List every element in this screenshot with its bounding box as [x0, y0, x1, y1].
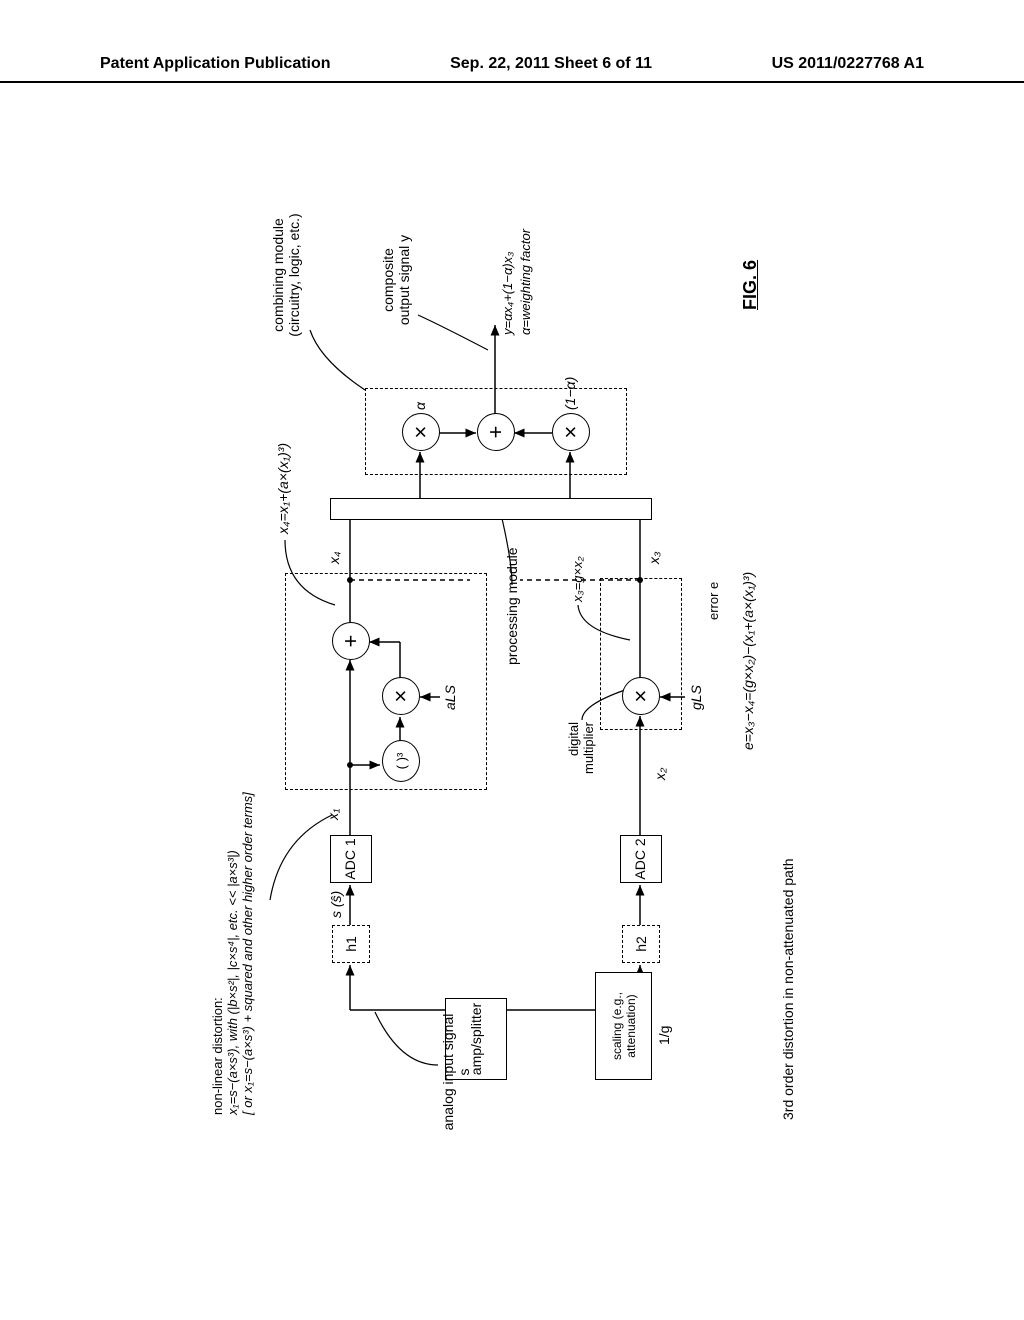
header-right: US 2011/0227768 A1 [772, 55, 924, 73]
x4-calc-area [285, 573, 487, 790]
s-hat-label: s (ŝ) [328, 891, 344, 918]
x4-eq-label: x₄=x₁+(a×(x₁)³) [275, 443, 291, 534]
alpha-multiplier [402, 413, 440, 451]
nonlinear-distortion-annotation: non-linear distortion: x₁=s−(a×s³), with… [210, 695, 255, 1115]
one-minus-alpha-label: (1−α) [562, 377, 578, 410]
y-eq-label: y=αx₄+(1−α)x₃ [500, 252, 515, 335]
y-adder [477, 413, 515, 451]
scaling-block: scaling (e.g., attenuation) [595, 972, 652, 1080]
composite-output-label: composite output signal y [380, 230, 412, 330]
x1-label: x₁ [325, 809, 341, 820]
analog-input-label: analog input signal s [440, 1012, 472, 1132]
figure-label: FIG. 6 [740, 260, 761, 310]
x3-calc-area [600, 578, 682, 730]
x3-eq-label: x₃=g×x₂ [570, 556, 585, 602]
x2-label: x₂ [652, 768, 668, 780]
one-minus-alpha-multiplier [552, 413, 590, 451]
processing-module-bar [330, 498, 652, 520]
caption-label: 3rd order distortion in non-attenuated p… [780, 858, 796, 1120]
alpha-label: α [412, 402, 428, 410]
header-center: Sep. 22, 2011 Sheet 6 of 11 [450, 55, 652, 73]
error-eq-label: e=x₃−x₄=(g×x₂)−(x₁+(a×(x₁)³) [740, 572, 756, 750]
als-label: aLS [442, 685, 458, 710]
h1-block: h1 [332, 925, 370, 963]
combining-module-label: combining module (circuitry, logic, etc.… [270, 200, 302, 350]
figure-6-diagram: amp/splitter scaling (e.g., attenuation)… [140, 480, 1024, 1160]
digital-multiplier-label: digital multiplier [566, 722, 596, 792]
error-label: error e [706, 582, 721, 620]
adc1-block: ADC 1 [330, 835, 372, 883]
h2-block: h2 [622, 925, 660, 963]
alpha-def-label: α=weighting factor [518, 229, 533, 335]
x3-label: x₃ [646, 551, 662, 564]
x4-label: x₄ [326, 551, 342, 564]
processing-module-label: processing module [504, 547, 520, 665]
header-left: Patent Application Publication [100, 55, 331, 73]
adc2-block: ADC 2 [620, 835, 662, 883]
scaling-1g-label: 1/g [656, 1026, 672, 1045]
gls-label: gLS [688, 685, 704, 710]
